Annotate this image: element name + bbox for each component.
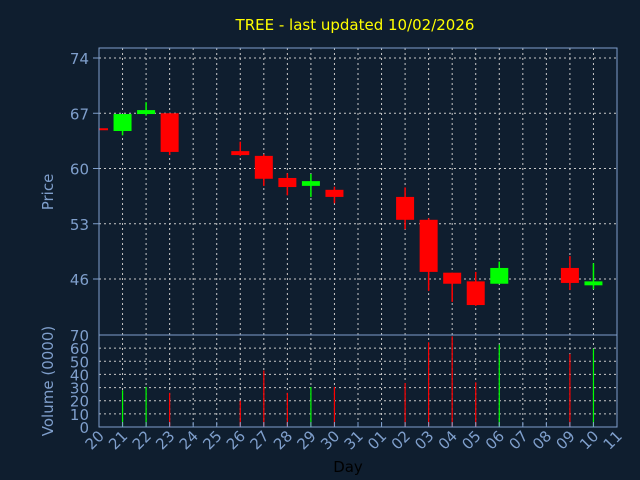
volume-tick-label: 10 (70, 406, 89, 424)
candle-body (443, 272, 462, 284)
candle-body (325, 189, 344, 197)
x-tick-label: 06 (482, 427, 508, 453)
candle-body (490, 267, 509, 284)
x-tick-label: 26 (223, 427, 249, 453)
price-tick-label: 53 (70, 216, 89, 234)
candle-body (231, 151, 250, 156)
price-plot-frame (98, 47, 618, 336)
x-tick-label: 07 (505, 427, 531, 453)
x-tick-label: 08 (529, 427, 555, 453)
x-tick-label: 04 (435, 427, 461, 453)
x-tick-label: 31 (341, 427, 367, 453)
x-tick-label: 02 (388, 427, 414, 453)
candle-body (99, 128, 108, 131)
candle-body (584, 281, 603, 286)
x-tick-label: 24 (176, 427, 202, 453)
candles (99, 102, 603, 306)
candle-body (396, 196, 415, 220)
x-tick-label: 10 (576, 427, 602, 453)
price-axis-label: Price (39, 174, 57, 211)
x-tick-label: 03 (411, 427, 437, 453)
volume-tick-label: 70 (70, 327, 89, 345)
x-tick-label: 01 (364, 427, 390, 453)
x-tick-label: 29 (294, 427, 320, 453)
candle-body (278, 177, 297, 188)
price-tick-label: 60 (70, 161, 89, 179)
chart-title: TREE - last updated 10/02/2026 (235, 16, 475, 34)
x-tick-label: 27 (246, 427, 272, 453)
x-tick-label: 11 (600, 427, 626, 453)
x-tick-label: 23 (152, 427, 178, 453)
candle-body (419, 219, 438, 272)
candle-body (466, 281, 485, 306)
x-tick-label: 22 (129, 427, 155, 453)
candle-body (137, 110, 156, 115)
candle-body (301, 181, 320, 186)
volume-tick-label: 60 (70, 340, 89, 358)
x-tick-label: 25 (199, 427, 225, 453)
volume-tick-label: 20 (70, 393, 89, 411)
price-tick-label: 46 (70, 271, 89, 289)
candle-body (560, 267, 579, 283)
x-tick-label: 09 (553, 427, 579, 453)
x-tick-label: 28 (270, 427, 296, 453)
volume-tick-label: 50 (70, 353, 89, 371)
x-axis-label: Day (333, 458, 363, 476)
x-tick-label: 30 (317, 427, 343, 453)
volume-axis-label: Volume (0000) (39, 326, 57, 436)
price-tick-label: 74 (70, 50, 89, 68)
candle-body (160, 113, 179, 152)
candle-body (254, 155, 273, 179)
volume-tick-label: 30 (70, 380, 89, 398)
x-tick-label: 21 (105, 427, 131, 453)
price-tick-label: 67 (70, 105, 89, 123)
x-tick-label: 05 (458, 427, 484, 453)
candle-body (113, 114, 132, 132)
volume-tick-label: 0 (79, 419, 89, 437)
volume-tick-label: 40 (70, 366, 89, 384)
